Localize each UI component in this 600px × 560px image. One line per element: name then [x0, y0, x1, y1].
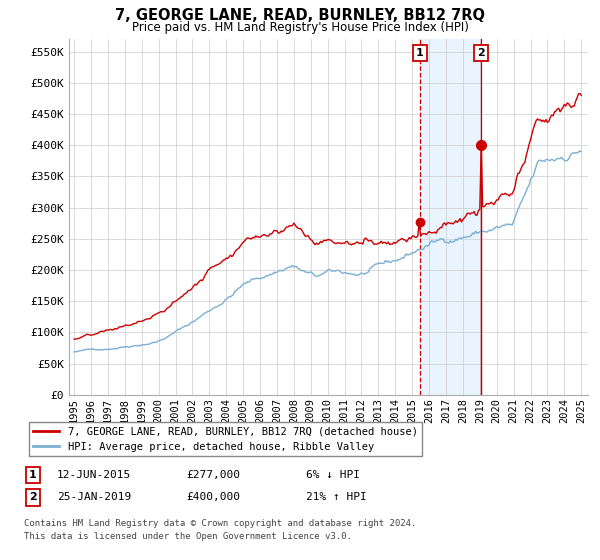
- Text: 12-JUN-2015: 12-JUN-2015: [57, 470, 131, 480]
- Text: 1: 1: [416, 48, 424, 58]
- Text: 25-JAN-2019: 25-JAN-2019: [57, 492, 131, 502]
- Text: £277,000: £277,000: [186, 470, 240, 480]
- Text: 21% ↑ HPI: 21% ↑ HPI: [306, 492, 367, 502]
- Legend: 7, GEORGE LANE, READ, BURNLEY, BB12 7RQ (detached house), HPI: Average price, de: 7, GEORGE LANE, READ, BURNLEY, BB12 7RQ …: [29, 422, 422, 456]
- Bar: [420, 39, 481, 395]
- Text: Contains HM Land Registry data © Crown copyright and database right 2024.: Contains HM Land Registry data © Crown c…: [24, 519, 416, 528]
- Text: £400,000: £400,000: [186, 492, 240, 502]
- Text: 2: 2: [29, 492, 37, 502]
- Text: 7, GEORGE LANE, READ, BURNLEY, BB12 7RQ: 7, GEORGE LANE, READ, BURNLEY, BB12 7RQ: [115, 8, 485, 24]
- Text: 6% ↓ HPI: 6% ↓ HPI: [306, 470, 360, 480]
- Text: 1: 1: [29, 470, 37, 480]
- Text: 2: 2: [477, 48, 485, 58]
- Text: Price paid vs. HM Land Registry's House Price Index (HPI): Price paid vs. HM Land Registry's House …: [131, 21, 469, 34]
- Text: This data is licensed under the Open Government Licence v3.0.: This data is licensed under the Open Gov…: [24, 532, 352, 541]
